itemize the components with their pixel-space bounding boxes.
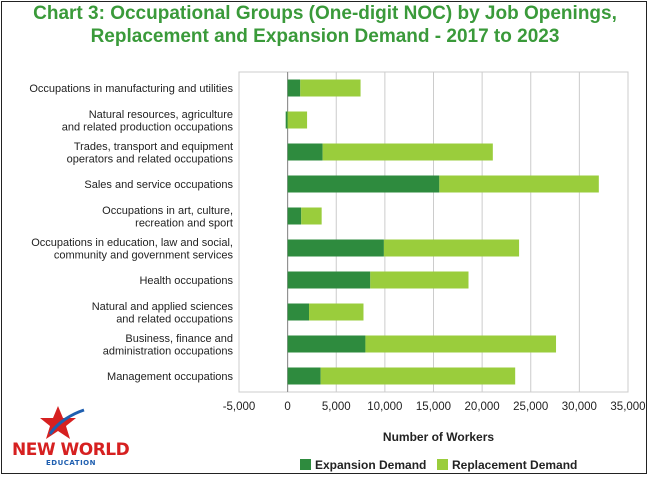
x-axis-title: Number of Workers	[383, 430, 494, 444]
x-tick-label: -5,000	[223, 401, 256, 413]
replacement-bar	[309, 303, 364, 321]
replacement-bar	[287, 111, 308, 129]
replacement-bar	[365, 335, 557, 353]
replacement-bar	[439, 175, 599, 193]
chart-title-line-2: Replacement and Expansion Demand - 2017 …	[90, 26, 560, 47]
x-tick-label: 25,000	[513, 401, 548, 413]
legend-label-replacement: Replacement Demand	[452, 458, 577, 472]
legend-swatch-replacement	[437, 459, 448, 470]
category-label: Management occupations	[107, 371, 233, 383]
replacement-bar	[300, 79, 361, 97]
replacement-bar	[370, 271, 469, 289]
star-figure-icon	[40, 406, 85, 439]
x-tick-label: 0	[284, 401, 290, 413]
expansion-bar	[287, 303, 310, 321]
replacement-bar	[320, 367, 516, 385]
x-tick-label: 5,000	[322, 401, 351, 413]
expansion-bar	[285, 111, 288, 129]
x-tick-label: 20,000	[465, 401, 500, 413]
chart-title: Chart 3: Occupational Groups (One-digit …	[0, 2, 650, 48]
x-tick-label: 35,000	[610, 401, 645, 413]
category-label: Occupations in manufacturing and utiliti…	[29, 83, 233, 95]
category-label: Occupations in art, culture, recreation a…	[102, 205, 233, 230]
expansion-bar	[287, 335, 366, 353]
chart-title-line-1: Chart 3: Occupational Groups (One-digit …	[33, 3, 617, 24]
expansion-bar	[287, 79, 301, 97]
category-label: Occupations in education, law and social…	[31, 237, 233, 262]
logo-sub: EDUCATION	[46, 459, 96, 467]
x-tick-label: 10,000	[367, 401, 402, 413]
expansion-bar	[287, 207, 302, 225]
category-label: Sales and service occupations	[84, 179, 233, 191]
category-label: Health occupations	[139, 275, 233, 287]
category-label: Trades, transport and equipment operators…	[67, 141, 234, 166]
category-label: Natural and applied sciences and related …	[92, 301, 234, 326]
expansion-bar	[287, 175, 440, 193]
expansion-bar	[287, 367, 321, 385]
expansion-bar	[287, 271, 371, 289]
new-world-education-logo: NEW WORLD EDUCATION	[8, 404, 130, 470]
replacement-bar	[301, 207, 322, 225]
expansion-bar	[287, 239, 384, 257]
legend-label-expansion: Expansion Demand	[315, 458, 426, 472]
category-label: Natural resources, agriculture and relate…	[62, 109, 234, 134]
plot-area	[238, 71, 629, 393]
replacement-bar	[383, 239, 520, 257]
logo-word: NEW WORLD	[12, 440, 130, 460]
expansion-bar	[287, 143, 323, 161]
legend-swatch-expansion	[300, 459, 311, 470]
x-tick-label: 15,000	[416, 401, 451, 413]
x-tick-label: 30,000	[562, 401, 597, 413]
category-label: Business, finance and administration occu…	[103, 333, 234, 358]
replacement-bar	[322, 143, 493, 161]
